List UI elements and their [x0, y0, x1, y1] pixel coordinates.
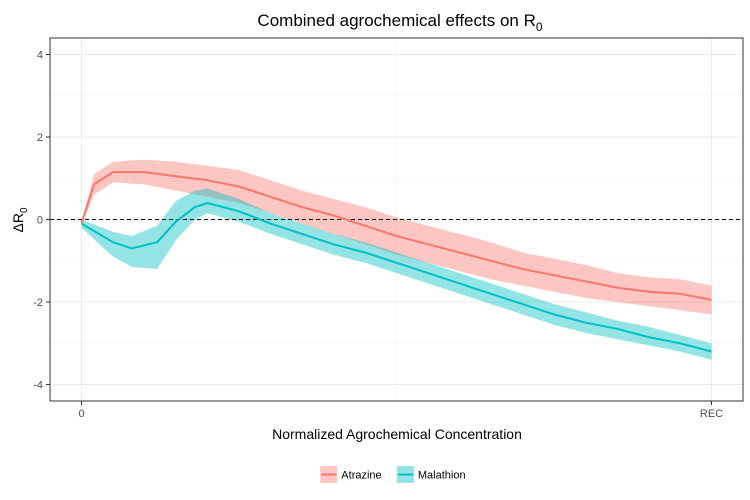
- y-axis: -4 -2 0 2 4: [33, 50, 50, 392]
- x-axis: 0 REC: [78, 401, 723, 420]
- line-atrazine: [80, 171, 712, 301]
- x-tick-label: REC: [700, 408, 723, 420]
- legend-label: Atrazine: [341, 470, 381, 482]
- y-axis-label-subscript: 0: [19, 207, 30, 213]
- plot-panel: [49, 37, 744, 402]
- x-tick-label: 0: [78, 408, 84, 420]
- x-axis-label: Normalized Agrochemical Concentration: [272, 426, 522, 442]
- legend: Atrazine Malathion: [320, 466, 466, 483]
- y-axis-label: ΔR0: [10, 207, 30, 232]
- legend-item-atrazine: Atrazine: [320, 466, 382, 483]
- legend-item-malathion: Malathion: [396, 466, 466, 483]
- ribbon-malathion: [81, 188, 712, 360]
- y-tick-label: 2: [37, 132, 43, 144]
- line-malathion: [80, 202, 712, 353]
- y-tick-label: -2: [33, 297, 43, 309]
- legend-label: Malathion: [418, 470, 466, 482]
- chart-title-subscript: 0: [536, 20, 543, 34]
- chart-title: Combined agrochemical effects on R0: [257, 11, 542, 34]
- y-tick-label: 4: [37, 50, 43, 62]
- y-tick-label: 0: [37, 215, 43, 227]
- y-tick-label: -4: [33, 380, 43, 392]
